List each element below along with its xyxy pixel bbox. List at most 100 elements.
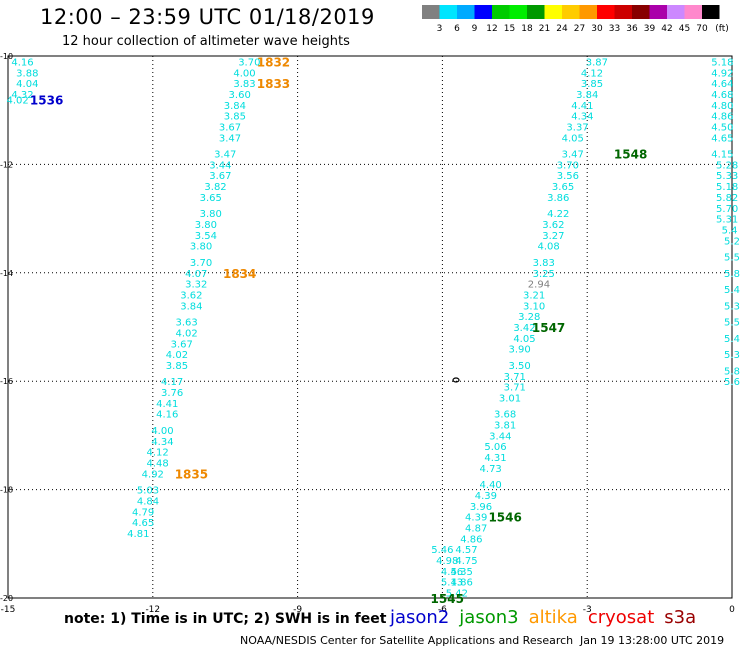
- wave-height-label: 3.84: [576, 90, 598, 101]
- wave-height-label: 3.60: [229, 90, 251, 101]
- wave-height-label: 3.67: [171, 339, 193, 350]
- wave-height-label: 4.68: [711, 90, 733, 101]
- wave-height-label: 3.71: [504, 383, 526, 394]
- wave-height-label: 4.50: [711, 122, 733, 133]
- wave-height-label: 5.42: [446, 589, 468, 600]
- wave-height-label: 5.03: [137, 486, 159, 497]
- wave-height-label: 5.4: [724, 334, 740, 345]
- legend-cryosat: cryosat: [587, 607, 655, 628]
- wave-height-label: 3.10: [523, 301, 545, 312]
- wave-height-label: 3.71: [504, 372, 526, 383]
- wave-height-label: 3.44: [489, 431, 511, 442]
- color-swatch: [544, 5, 562, 19]
- wave-height-label: 4.39: [465, 513, 487, 524]
- track-time-label: 1536: [30, 93, 63, 107]
- color-scale-tick: 6: [454, 24, 460, 34]
- track-time-label: 1548: [614, 148, 647, 162]
- wave-height-label: 5.5: [724, 318, 740, 329]
- wave-height-label: 5.31: [716, 215, 738, 226]
- color-swatch: [492, 5, 510, 19]
- wave-height-label: 3.44: [209, 160, 231, 171]
- wave-height-label: 5.06: [484, 442, 506, 453]
- wave-height-label: 3.81: [494, 421, 516, 432]
- color-swatch: [649, 5, 667, 19]
- wave-height-label: 4.00: [151, 426, 173, 437]
- wave-height-label: 3.80: [200, 209, 222, 220]
- color-scale-tick: 33: [609, 24, 620, 34]
- wave-height-label: 5.33: [716, 171, 738, 182]
- wave-height-label: 3.67: [209, 171, 231, 182]
- wave-height-label: 3.67: [219, 122, 241, 133]
- wave-height-label: 4.98: [436, 556, 458, 567]
- color-swatch: [579, 5, 597, 19]
- wave-height-label: 3.27: [542, 231, 564, 242]
- page-title: 12:00 – 23:59 UTC 01/18/2019: [40, 5, 375, 29]
- wave-height-label: 4.40: [480, 480, 502, 491]
- legend-jason2: jason2: [390, 607, 450, 628]
- wave-height-label: 3.32: [185, 280, 207, 291]
- color-swatch: [474, 5, 492, 19]
- wave-height-label: 5.2: [724, 236, 740, 247]
- wave-height-label: 4.79: [132, 507, 154, 518]
- wave-height-label: 5.6: [724, 377, 740, 388]
- wave-height-label: 5.82: [716, 193, 738, 204]
- wave-height-label: 3.96: [470, 502, 492, 513]
- color-scale-tick: 9: [472, 24, 478, 34]
- color-swatch: [457, 5, 475, 19]
- color-scale-tick: 18: [521, 24, 533, 34]
- wave-height-label: 4.00: [233, 68, 255, 79]
- x-tick-label: -6: [438, 605, 447, 615]
- timestamp-text: Jan 19 13:28:00 UTC 2019: [580, 634, 725, 647]
- color-swatch: [702, 5, 720, 19]
- credit-text: NOAA/NESDIS Center for Satellite Applica…: [240, 634, 574, 647]
- satellite-legend: jason2 jason3 altika cryosat s3a: [390, 607, 706, 628]
- wave-height-label: 4.17: [161, 377, 183, 388]
- x-tick-label: -3: [583, 605, 592, 615]
- wave-height-label: 3.80: [190, 242, 212, 253]
- wave-height-label: 3.50: [508, 361, 530, 372]
- color-scale-tick: 36: [626, 24, 638, 34]
- color-swatch: [667, 5, 685, 19]
- wave-height-label: 5.18: [716, 182, 738, 193]
- wave-height-label: 5.35: [451, 567, 473, 578]
- color-scale-tick: 70: [696, 24, 708, 34]
- x-tick-label: 0: [729, 605, 735, 615]
- track-time-label: 1833: [257, 77, 290, 91]
- wave-height-label: 3.47: [219, 133, 241, 144]
- wave-height-label: 4.73: [480, 464, 502, 475]
- wave-height-label: 4.75: [455, 556, 477, 567]
- wave-height-label: 5.70: [716, 204, 738, 215]
- wave-height-label: 4.08: [537, 242, 559, 253]
- color-scale-tick: 15: [504, 24, 515, 34]
- wave-height-label: 5.18: [711, 57, 733, 68]
- wave-height-label: 4.41: [571, 101, 593, 112]
- track-time-label: 1834: [223, 267, 256, 281]
- color-swatch: [527, 5, 545, 19]
- plot-frame: [7, 55, 733, 599]
- wave-height-label: 3.47: [562, 150, 584, 161]
- color-scale-tick: 12: [486, 24, 497, 34]
- wave-height-label: 4.80: [711, 101, 733, 112]
- wave-height-label: 4.02: [175, 328, 197, 339]
- wave-height-label: 5.3: [724, 350, 740, 361]
- wave-height-label: 3.85: [581, 79, 603, 90]
- wave-height-label: 4.86: [711, 112, 733, 123]
- wave-height-label: 3.65: [200, 193, 222, 204]
- wave-height-label: 4.34: [151, 437, 173, 448]
- wave-height-label: 4.46: [441, 567, 463, 578]
- wave-height-label: 3.01: [499, 393, 521, 404]
- wave-height-label: 4.57: [455, 545, 477, 556]
- color-swatch: [614, 5, 632, 19]
- wave-height-label: 5.28: [716, 160, 738, 171]
- wave-height-label: 4.05: [513, 334, 535, 345]
- track-marker: [452, 377, 460, 383]
- wave-height-label: 4.32: [11, 90, 33, 101]
- wave-height-label: 3.47: [214, 150, 236, 161]
- wave-height-label: 4.81: [127, 529, 149, 540]
- color-scale-unit: (ft): [715, 24, 729, 34]
- wave-height-label: 4.86: [460, 534, 482, 545]
- wave-height-label: 4.48: [146, 459, 168, 470]
- color-swatch: [562, 5, 580, 19]
- chart-subtitle: 12 hour collection of altimeter wave hei…: [62, 34, 350, 49]
- wave-height-label: 4.39: [475, 491, 497, 502]
